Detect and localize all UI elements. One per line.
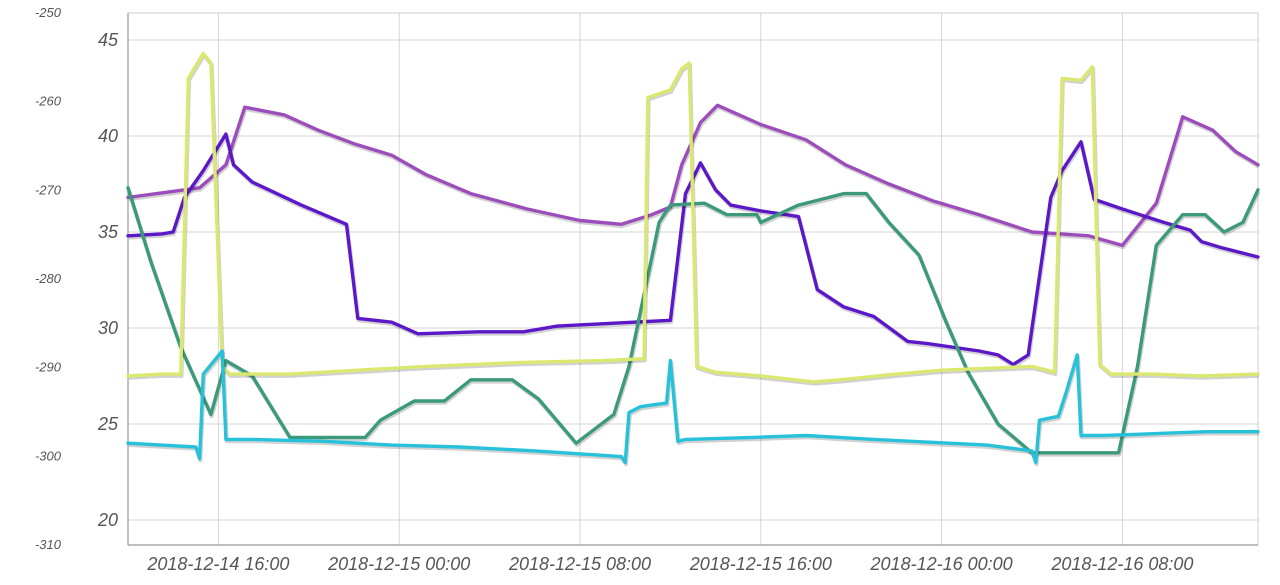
x-tick-label: 2018-12-14 16:00 — [146, 554, 289, 574]
y-inner-tick-label: 40 — [98, 126, 118, 146]
x-tick-label: 2018-12-15 16:00 — [689, 554, 832, 574]
x-tick-label: 2018-12-15 08:00 — [508, 554, 651, 574]
y-inner-tick-label: 30 — [98, 318, 118, 338]
y-inner-tick-label: 45 — [98, 30, 119, 50]
series-line-shadow-5 — [128, 350, 1259, 467]
y-left-tick-label: -300 — [35, 448, 62, 463]
y-left-tick-label: -270 — [35, 182, 62, 197]
axes — [127, 12, 1259, 546]
x-tick-label: 2018-12-15 00:00 — [327, 554, 470, 574]
series-line-2 — [126, 132, 1260, 367]
series-group — [126, 51, 1261, 467]
x-tick-label: 2018-12-16 08:00 — [1050, 554, 1193, 574]
y-inner-tick-label: 25 — [97, 414, 119, 434]
y-left-tick-label: -250 — [35, 5, 62, 20]
y-left-tick-label: -260 — [35, 94, 62, 109]
y-left-tick-label: -290 — [35, 360, 62, 375]
tick-labels: -250 -260 -270 -280 -290 -300 -310 45 40 35 30 25 20… — [35, 5, 1193, 574]
y-left-tick-label: -310 — [35, 537, 62, 552]
x-tick-label: 2018-12-16 00:00 — [870, 554, 1013, 574]
series-line-5 — [126, 349, 1260, 465]
y-inner-tick-label: 20 — [97, 510, 118, 530]
y-inner-tick-label: 35 — [98, 222, 119, 242]
series-line-3 — [126, 186, 1260, 455]
series-line-4 — [126, 51, 1260, 384]
grid — [128, 13, 1258, 545]
y-left-tick-label: -280 — [35, 271, 62, 286]
